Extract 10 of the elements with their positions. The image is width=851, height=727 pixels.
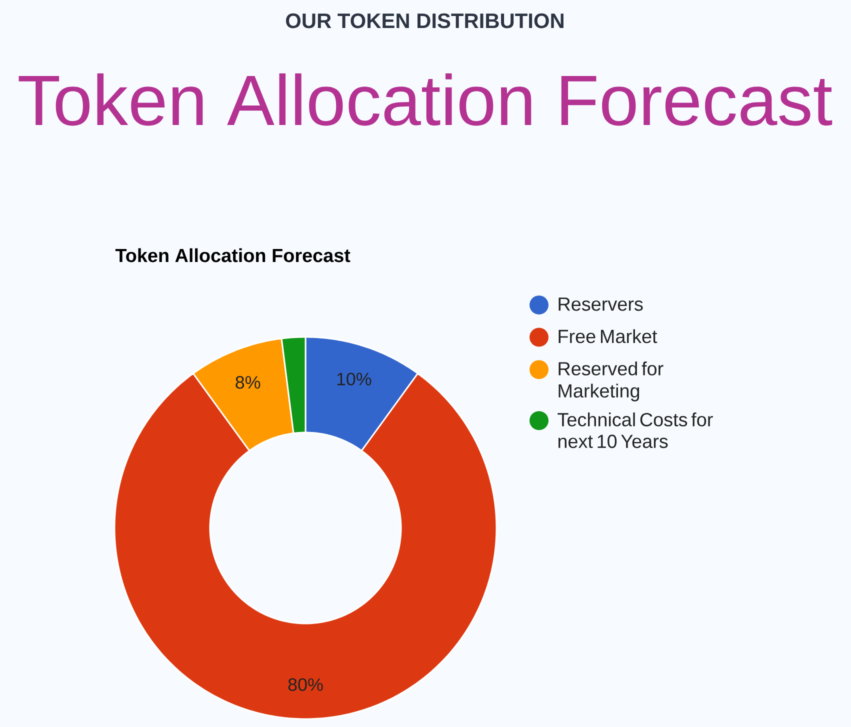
text: OUR TOKEN DISTRIBUTION <box>286 13 564 28</box>
chart-subtitle: Token Allocation Forecast <box>115 248 350 262</box>
chart-title: Token Allocation Forecast <box>18 73 832 126</box>
data-label: 10% <box>337 372 372 386</box>
legend-label: Reservers <box>558 298 643 311</box>
legend-label: Free Market <box>558 329 658 344</box>
data-label: 80% <box>288 678 323 691</box>
legend-label: Reserved for Marketing <box>558 362 664 402</box>
data-label: 8% <box>236 376 260 389</box>
legend-label: Technical Costs for next 10 Years <box>558 412 713 448</box>
